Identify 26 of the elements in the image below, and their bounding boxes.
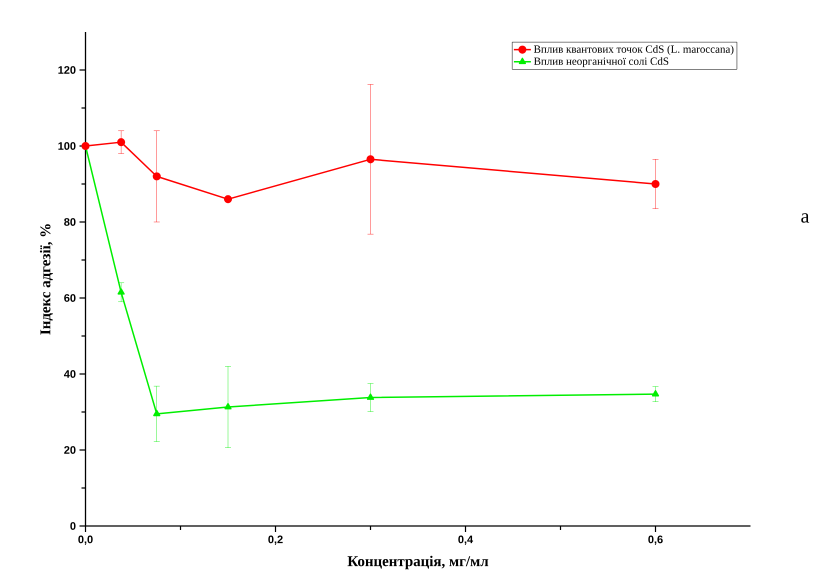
y-tick-label: 40 [64, 370, 76, 378]
point [224, 195, 232, 204]
y-axis-title: Індекс адгезії, % [40, 224, 53, 335]
point [651, 180, 660, 188]
x-tick-label: 0,2 [268, 536, 283, 545]
x-axis-title: Концентрація, мг/мл [348, 556, 488, 570]
point [153, 410, 160, 416]
point [366, 155, 375, 164]
y-tick-label: 120 [58, 66, 76, 74]
legend-label: Вплив неорганічної солі CdS [534, 57, 668, 68]
point [152, 172, 161, 180]
y-tick-label: 100 [58, 142, 76, 150]
text: a [801, 213, 810, 223]
y-tick-label: 80 [64, 218, 76, 226]
y-tick-label: 60 [64, 294, 76, 302]
x-tick-label: 0,0 [78, 536, 93, 545]
point [652, 390, 660, 397]
point [224, 403, 232, 410]
point [118, 288, 125, 295]
legend-label: Вплив квантових точок CdS (L. maroccana) [534, 45, 734, 56]
x-tick-label: 0,6 [648, 536, 663, 545]
point [117, 138, 126, 146]
x-tick-label: 0,4 [458, 536, 474, 545]
point [366, 394, 374, 400]
y-tick-label: 0 [70, 522, 76, 530]
y-tick-label: 20 [64, 446, 76, 454]
